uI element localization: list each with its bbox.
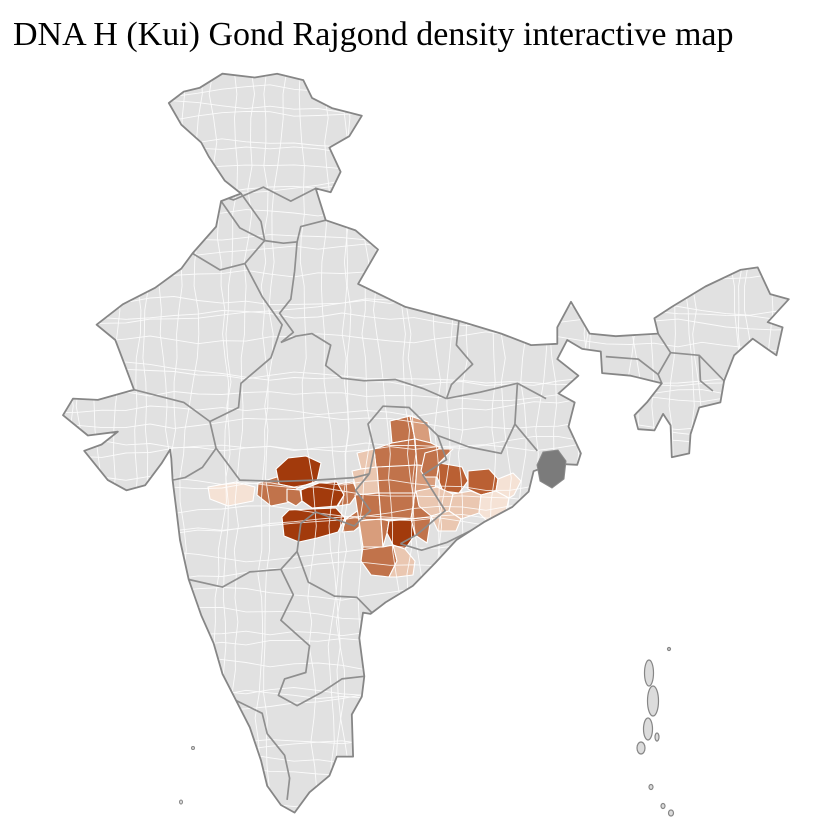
coastline bbox=[62, 72, 790, 814]
density-district[interactable] bbox=[378, 492, 416, 520]
page-title: DNA H (Kui) Gond Rajgond density interac… bbox=[13, 16, 734, 53]
delta-district[interactable] bbox=[536, 449, 567, 489]
andaman-nicobar-islands[interactable] bbox=[636, 646, 675, 817]
lakshadweep-islands[interactable] bbox=[179, 746, 195, 805]
density-district[interactable] bbox=[286, 488, 303, 507]
density-district[interactable] bbox=[495, 472, 522, 499]
density-district[interactable] bbox=[358, 518, 384, 548]
density-district[interactable] bbox=[376, 464, 418, 494]
